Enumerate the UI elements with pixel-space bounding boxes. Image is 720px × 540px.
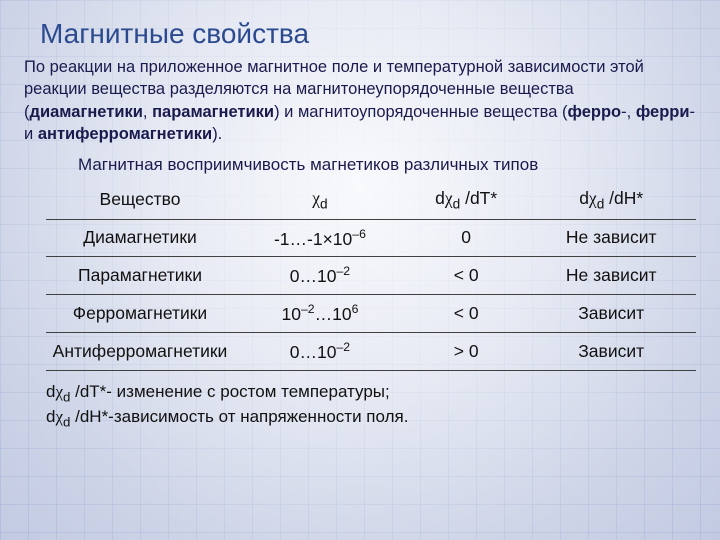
footnote-2: dχd /dH*-зависимость от напряженности по…: [46, 406, 698, 431]
cell-substance: Диамагнетики: [46, 219, 234, 257]
cell-dh: Не зависит: [526, 219, 696, 257]
slide-title: Магнитные свойства: [40, 18, 698, 50]
cell-substance: Ферромагнетики: [46, 295, 234, 333]
col-chi: χd: [234, 181, 406, 219]
table-row: Ферромагнетики 10–2…106 < 0 Зависит: [46, 295, 696, 333]
slide-content: Магнитные свойства По реакции на приложе…: [0, 0, 720, 431]
footnote-1: dχd /dT*- изменение с ростом температуры…: [46, 381, 698, 406]
col-dchi-dt: dχd /dT*: [406, 181, 527, 219]
intro-bold-2: парамагнетики: [152, 103, 274, 121]
table-row: Антиферромагнетики 0…10–2 > 0 Зависит: [46, 333, 696, 371]
cell-dt: 0: [406, 219, 527, 257]
intro-bold-4: ферри: [636, 103, 690, 121]
table-header-row: Вещество χd dχd /dT* dχd /dH*: [46, 181, 696, 219]
intro-bold-1: диамагнетики: [30, 103, 143, 121]
cell-dt: > 0: [406, 333, 527, 371]
table-row: Диамагнетики -1…-1×10–6 0 Не зависит: [46, 219, 696, 257]
cell-dt: < 0: [406, 257, 527, 295]
col-dchi-dh: dχd /dH*: [526, 181, 696, 219]
intro-text-3: ).: [212, 125, 222, 143]
intro-paragraph: По реакции на приложенное магнитное поле…: [24, 56, 696, 145]
cell-substance: Антиферромагнетики: [46, 333, 234, 371]
footnote-1a: dχ: [46, 382, 63, 401]
intro-comma-2: -,: [621, 103, 636, 121]
cell-substance: Парамагнетики: [46, 257, 234, 295]
footnote-1b: /dT*- изменение с ростом температуры;: [70, 382, 389, 401]
footnote-2a: dχ: [46, 407, 63, 426]
cell-dh: Зависит: [526, 333, 696, 371]
intro-comma-1: ,: [143, 103, 152, 121]
cell-chi: -1…-1×10–6: [234, 219, 406, 257]
footnotes: dχd /dT*- изменение с ростом температуры…: [46, 381, 698, 432]
table-caption: Магнитная восприимчивость магнетиков раз…: [78, 155, 698, 175]
cell-chi: 0…10–2: [234, 333, 406, 371]
susceptibility-table: Вещество χd dχd /dT* dχd /dH* Диамагнети…: [46, 181, 696, 371]
intro-bold-3: ферро: [568, 103, 622, 121]
table-row: Парамагнетики 0…10–2 < 0 Не зависит: [46, 257, 696, 295]
cell-dh: Не зависит: [526, 257, 696, 295]
cell-dt: < 0: [406, 295, 527, 333]
col-substance: Вещество: [46, 181, 234, 219]
cell-chi: 10–2…106: [234, 295, 406, 333]
footnote-2b: /dH*-зависимость от напряженности поля.: [70, 407, 408, 426]
cell-chi: 0…10–2: [234, 257, 406, 295]
intro-bold-5: антиферромагнетики: [38, 125, 212, 143]
cell-dh: Зависит: [526, 295, 696, 333]
intro-text-2: ) и магнитоупорядоченные вещества (: [274, 103, 567, 121]
